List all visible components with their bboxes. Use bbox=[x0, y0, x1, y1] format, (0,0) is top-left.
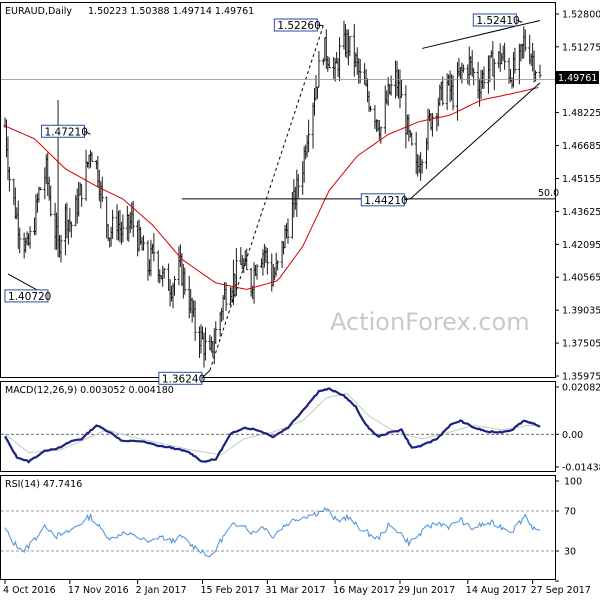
callout-label: 1.36240 bbox=[162, 373, 205, 385]
price-y-tick-label: 1.40565 bbox=[562, 273, 600, 284]
macd-label: MACD(12,26,9) 0.003052 0.004180 bbox=[5, 385, 174, 396]
watermark: ActionForex.com bbox=[330, 308, 530, 336]
callout-label: 1.47210 bbox=[44, 126, 87, 138]
trendline-dashed bbox=[209, 25, 324, 371]
last-price-box bbox=[555, 71, 599, 84]
macd-y-tick-label: 0.020827 bbox=[562, 383, 600, 394]
macd-y-axis: 0.020827 0.00 -0.014386 bbox=[555, 383, 600, 474]
price-y-tick-label: 1.37505 bbox=[562, 339, 600, 350]
callout-box bbox=[4, 289, 49, 303]
x-tick-label: 4 Oct 2016 bbox=[3, 585, 56, 596]
callout-label: 1.52410 bbox=[476, 15, 519, 27]
macd-y-tick-label: 0.00 bbox=[562, 430, 583, 441]
callout-leader bbox=[317, 24, 324, 27]
rsi-y-axis: 100 70 30 bbox=[555, 477, 582, 582]
callout-leader bbox=[516, 19, 523, 23]
x-tick-label: 16 May 2017 bbox=[333, 585, 395, 596]
callout-leader bbox=[84, 130, 91, 135]
macd-pane-frame bbox=[0, 381, 556, 472]
x-tick-label: 27 Sep 2017 bbox=[531, 585, 591, 596]
x-tick-label: 31 Mar 2017 bbox=[265, 585, 325, 596]
x-tick-label: 17 Nov 2016 bbox=[68, 585, 129, 596]
price-y-tick-label: 1.35975 bbox=[562, 372, 600, 383]
rsi-y-tick-label: 30 bbox=[564, 547, 576, 558]
macd-y-tick-label: -0.014386 bbox=[562, 463, 600, 474]
price-y-tick-label: 1.51275 bbox=[562, 42, 600, 53]
moving-average-line bbox=[4, 87, 539, 290]
symbol-label: EURAUD,Daily bbox=[5, 6, 72, 17]
callout-leader bbox=[404, 198, 411, 201]
price-y-tick-label: 1.45155 bbox=[562, 174, 600, 185]
rsi-label: RSI(14) 47.7416 bbox=[5, 479, 82, 490]
price-y-tick-label: 1.46685 bbox=[562, 141, 600, 152]
price-callouts: 1.52260 1.52410 1.47210 1.40720 1.36240 1.442… bbox=[4, 13, 523, 385]
x-tick-label: 29 Jun 2017 bbox=[398, 585, 455, 596]
callout-box bbox=[40, 124, 85, 138]
callout-label: 1.44210 bbox=[364, 195, 407, 207]
trendline-solid bbox=[409, 82, 541, 200]
callout-label: 1.52260 bbox=[277, 20, 320, 32]
price-y-tick-label: 1.43625 bbox=[562, 207, 600, 218]
callout-box bbox=[158, 371, 203, 385]
date-x-axis: 4 Oct 2016 17 Nov 2016 2 Jan 2017 15 Feb 20… bbox=[3, 580, 591, 596]
price-y-tick-label: 1.48225 bbox=[562, 108, 600, 119]
x-tick-label: 2 Jan 2017 bbox=[136, 585, 187, 596]
rsi-pane-frame bbox=[0, 475, 556, 580]
rsi-lines bbox=[1, 506, 555, 558]
rsi-y-tick-label: 70 bbox=[564, 507, 576, 518]
price-y-tick-label: 1.52800 bbox=[562, 10, 600, 21]
macd-lines bbox=[1, 387, 555, 464]
price-y-axis: 1.52800 1.51275 1.48225 1.46685 1.45155 1.436… bbox=[555, 10, 600, 383]
callout-leader bbox=[201, 369, 211, 379]
price-y-tick-label: 1.39035 bbox=[562, 306, 600, 317]
rsi-line bbox=[4, 506, 541, 558]
callout-box bbox=[472, 13, 517, 27]
callout-box bbox=[273, 18, 318, 32]
fib-50-label: 50.0 bbox=[538, 188, 559, 199]
rsi-y-tick-label: 100 bbox=[564, 477, 582, 488]
x-tick-label: 14 Aug 2017 bbox=[466, 585, 527, 596]
last-price-value: 1.49761 bbox=[558, 73, 597, 84]
macd-signal-line bbox=[4, 392, 540, 456]
macd-line bbox=[4, 387, 541, 464]
price-series bbox=[3, 20, 542, 368]
callout-label: 1.40720 bbox=[8, 291, 51, 303]
trendline-solid bbox=[421, 19, 541, 49]
ohlc-readout: 1.50223 1.50388 1.49714 1.49761 bbox=[88, 6, 254, 17]
price-y-tick-label: 1.42095 bbox=[562, 240, 600, 251]
callout-box bbox=[360, 193, 405, 207]
x-tick-label: 15 Feb 2017 bbox=[200, 585, 259, 596]
